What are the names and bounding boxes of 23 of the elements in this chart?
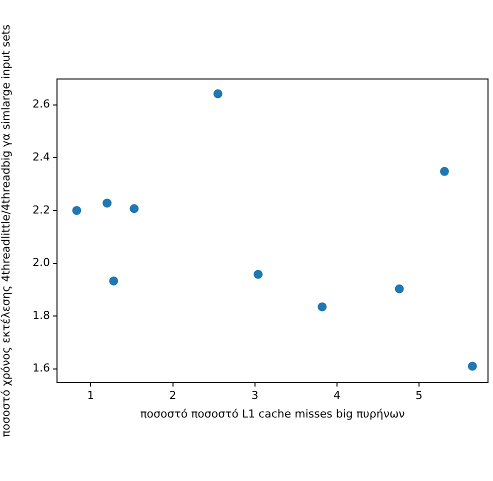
point <box>468 362 477 371</box>
point <box>254 270 263 279</box>
x-axis-title: ποσοστό ποσοστό L1 cache misses big πυρήνων <box>140 407 405 420</box>
point <box>318 302 327 312</box>
x-tick-label: 3 <box>251 389 258 402</box>
x-tick-label: 2 <box>169 389 176 402</box>
y-axis-title: ποσοστό χρόνος εκτέλεσης 4threadlittle/4threadbig γα simlarge input sets <box>0 24 12 438</box>
y-tick-label: 2.2 <box>32 203 50 216</box>
point <box>440 166 449 176</box>
x-tick-label: 4 <box>333 389 340 402</box>
y-tick-label: 1.8 <box>32 308 50 322</box>
point <box>213 89 222 98</box>
point <box>109 276 118 286</box>
y-tick-label: 2.0 <box>32 256 50 270</box>
point <box>130 204 139 214</box>
point <box>394 284 404 294</box>
x-tick-label: 5 <box>416 389 423 402</box>
point <box>72 206 82 215</box>
y-tick-label: 2.6 <box>32 98 50 111</box>
x-tick-label: 1 <box>87 389 94 402</box>
y-tick-label: 1.6 <box>32 362 50 375</box>
point <box>102 198 112 208</box>
y-tick-label: 2.4 <box>32 150 50 164</box>
